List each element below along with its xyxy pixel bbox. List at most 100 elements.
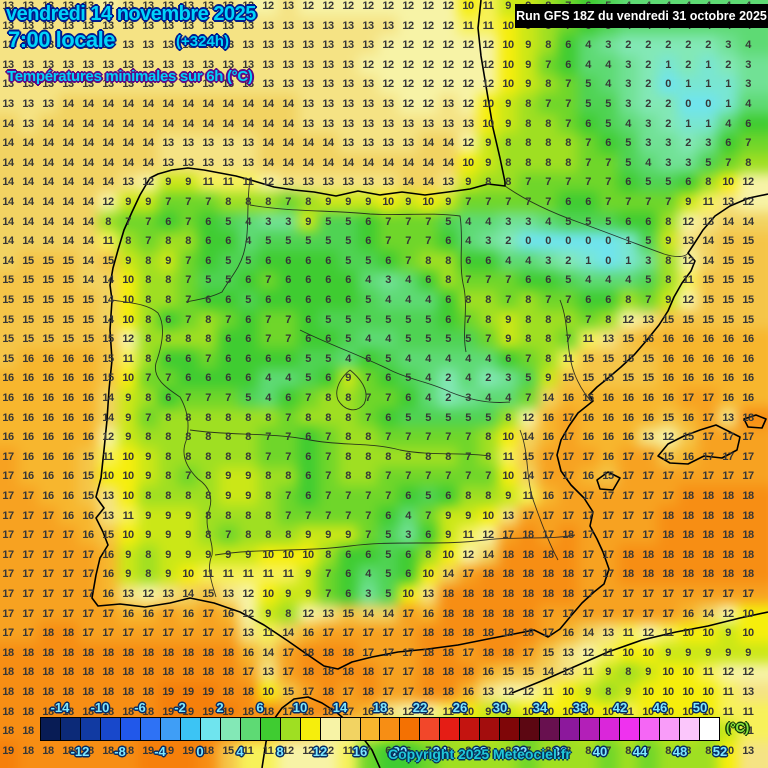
temp-value: 6: [265, 254, 271, 267]
temp-value: 5: [405, 333, 411, 346]
temp-value: 7: [605, 176, 611, 189]
temp-value: 15: [722, 235, 734, 248]
temp-value: 4: [745, 39, 751, 52]
temp-value: 13: [442, 176, 454, 189]
temp-value: 10: [442, 548, 454, 561]
temp-value: 18: [722, 490, 734, 502]
temp-value: 7: [725, 156, 731, 169]
temp-value: 16: [22, 470, 34, 483]
temp-value: 15: [702, 294, 714, 306]
temp-value: 7: [365, 529, 371, 542]
temp-value: 6: [165, 215, 171, 228]
temp-value: 12: [722, 666, 734, 679]
temp-value: 5: [325, 352, 331, 365]
temp-value: 9: [165, 254, 171, 267]
temp-value: 13: [342, 58, 354, 71]
temp-value: 14: [42, 137, 54, 150]
temp-value: 18: [742, 568, 754, 581]
temp-value: 16: [2, 392, 14, 404]
temp-cell: [18, 94, 39, 115]
temp-value: 18: [702, 548, 714, 561]
temp-value: 18: [442, 607, 454, 620]
temp-value: 7: [445, 431, 451, 444]
temp-value: 5: [565, 274, 571, 287]
temp-value: 12: [462, 58, 474, 71]
temp-value: 16: [22, 352, 34, 365]
temp-cell: [0, 133, 19, 154]
temp-value: 17: [542, 509, 554, 522]
temp-value: 12: [122, 333, 134, 346]
temp-value: 7: [565, 176, 571, 189]
temp-value: 3: [465, 392, 471, 404]
temp-value: 5: [405, 372, 411, 385]
temp-value: 8: [165, 470, 171, 483]
temp-value: 8: [325, 392, 331, 404]
temp-value: 18: [42, 627, 54, 640]
temp-value: 7: [585, 156, 591, 169]
temp-value: 9: [305, 588, 311, 600]
temp-value: 7: [165, 372, 171, 385]
run-info-label: Run GFS 18Z du vendredi 31 octobre 2025: [516, 9, 767, 23]
temp-value: 8: [425, 450, 431, 463]
temp-value: 13: [342, 176, 354, 189]
temp-value: 4: [425, 294, 431, 306]
temp-value: 5: [305, 352, 311, 365]
temp-value: 18: [442, 686, 454, 698]
temp-value: 8: [165, 333, 171, 346]
temp-value: 17: [22, 490, 34, 502]
temp-value: 6: [205, 235, 211, 248]
temp-value: 6: [265, 294, 271, 306]
temp-value: 7: [525, 392, 531, 404]
temp-value: 9: [165, 529, 171, 542]
temp-value: 17: [702, 431, 714, 444]
temp-value: 17: [722, 431, 734, 444]
temp-value: 7: [365, 509, 371, 522]
temp-value: 8: [165, 450, 171, 463]
temp-value: 15: [722, 274, 734, 287]
temp-value: 15: [42, 254, 54, 267]
temp-value: 6: [445, 235, 451, 248]
temp-value: 16: [622, 431, 634, 444]
temp-value: 9: [505, 0, 511, 12]
temp-value: 13: [262, 78, 274, 91]
scale-label: -8: [114, 744, 126, 759]
temp-value: 18: [302, 666, 314, 679]
temp-value: 8: [165, 235, 171, 248]
temp-value: 9: [125, 431, 131, 444]
scale-cell: [379, 718, 400, 740]
temp-value: 14: [102, 274, 114, 287]
temp-value: 7: [385, 490, 391, 502]
temp-value: 8: [205, 313, 211, 326]
temp-value: 14: [82, 254, 94, 267]
temp-value: 19: [202, 686, 214, 698]
temp-value: 17: [742, 450, 754, 463]
temp-value: 17: [722, 450, 734, 463]
temp-value: 17: [2, 490, 14, 502]
temp-value: 7: [485, 274, 491, 287]
temp-value: 5: [605, 117, 611, 130]
temp-value: 16: [142, 607, 154, 620]
temp-value: 18: [422, 686, 434, 698]
temp-value: 5: [325, 313, 331, 326]
temp-value: 9: [245, 548, 251, 561]
temp-value: 14: [162, 98, 174, 110]
scale-cell: [659, 718, 679, 740]
temp-value: 17: [42, 568, 54, 581]
temp-value: 6: [345, 274, 351, 287]
temp-value: 15: [2, 294, 14, 306]
temp-value: 8: [565, 137, 571, 150]
temp-value: 7: [305, 392, 311, 404]
temp-value: 4: [585, 58, 591, 71]
temp-value: 11: [202, 176, 214, 189]
temp-value: 12: [362, 58, 374, 71]
temp-value: 12: [262, 0, 274, 12]
temp-value: 8: [305, 196, 311, 208]
temp-value: 15: [722, 294, 734, 306]
temp-value: 8: [265, 470, 271, 483]
temp-value: 11: [262, 744, 274, 757]
temp-value: 8: [185, 450, 191, 463]
temp-value: 17: [682, 392, 694, 404]
temp-value: 16: [742, 352, 754, 365]
temp-value: 17: [562, 450, 574, 463]
